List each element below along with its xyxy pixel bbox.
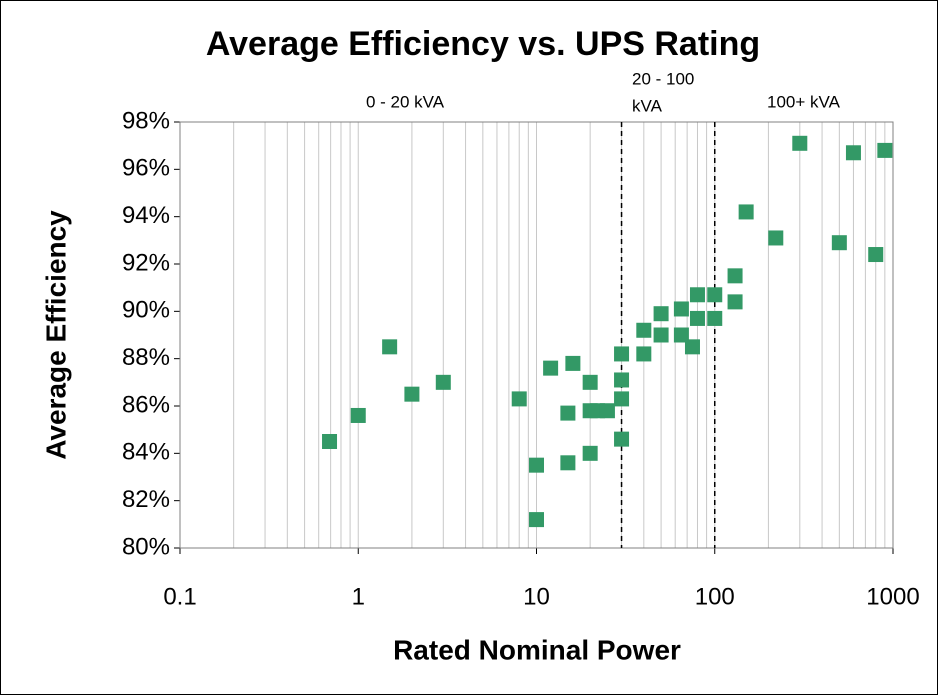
x-tick-label: 10 <box>523 583 550 610</box>
point <box>707 310 723 326</box>
point <box>529 457 544 473</box>
y-tick-label: 84% <box>122 439 170 466</box>
point <box>614 431 630 447</box>
point <box>727 294 743 310</box>
point <box>689 310 705 326</box>
x-tick-label: 1000 <box>866 583 919 610</box>
y-tick-label: 86% <box>122 391 170 418</box>
point <box>599 403 615 419</box>
y-tick-label: 80% <box>122 533 170 560</box>
y-tick-label: 94% <box>122 202 170 229</box>
point <box>582 445 598 461</box>
point <box>511 391 527 407</box>
point <box>707 287 723 303</box>
point <box>684 339 700 355</box>
point <box>382 339 398 355</box>
point <box>831 235 847 251</box>
point <box>653 327 669 343</box>
y-tick-label: 98% <box>122 107 170 134</box>
point <box>614 391 630 407</box>
point <box>350 407 366 423</box>
point <box>560 455 576 471</box>
point <box>582 374 598 390</box>
y-tick-label: 96% <box>122 155 170 182</box>
region-label: 20 - 100 <box>632 69 694 88</box>
plot-border <box>179 121 894 549</box>
point <box>435 374 451 390</box>
point <box>727 268 743 284</box>
point <box>322 434 338 449</box>
point <box>636 346 652 362</box>
point <box>653 306 669 322</box>
point <box>689 287 705 303</box>
point <box>768 230 784 246</box>
point <box>543 360 559 376</box>
point <box>614 346 630 362</box>
region-label: 0 - 20 kVA <box>366 92 445 111</box>
point <box>636 322 652 338</box>
x-tick-label: 100 <box>695 583 735 610</box>
point <box>404 386 420 402</box>
point <box>565 355 581 371</box>
point <box>560 405 576 421</box>
point <box>868 247 884 263</box>
point <box>673 327 689 343</box>
y-tick-label: 90% <box>122 297 170 324</box>
point <box>792 135 808 151</box>
point <box>614 372 630 388</box>
y-tick-label: 88% <box>122 344 170 371</box>
point <box>877 142 893 158</box>
region-label: 100+ kVA <box>767 92 841 111</box>
y-tick-label: 82% <box>122 486 170 513</box>
point <box>529 512 544 528</box>
point <box>845 145 861 161</box>
x-tick-label: 1 <box>352 583 365 610</box>
y-tick-label: 92% <box>122 249 170 276</box>
point <box>738 204 754 220</box>
x-axis-label: Rated Nominal Power <box>393 634 681 665</box>
chart-title: Average Efficiency vs. UPS Rating <box>206 25 760 63</box>
point <box>673 301 689 317</box>
region-label: kVA <box>632 96 663 115</box>
x-tick-label: 0.1 <box>163 583 196 610</box>
y-axis-label: Average Efficiency <box>40 210 71 460</box>
